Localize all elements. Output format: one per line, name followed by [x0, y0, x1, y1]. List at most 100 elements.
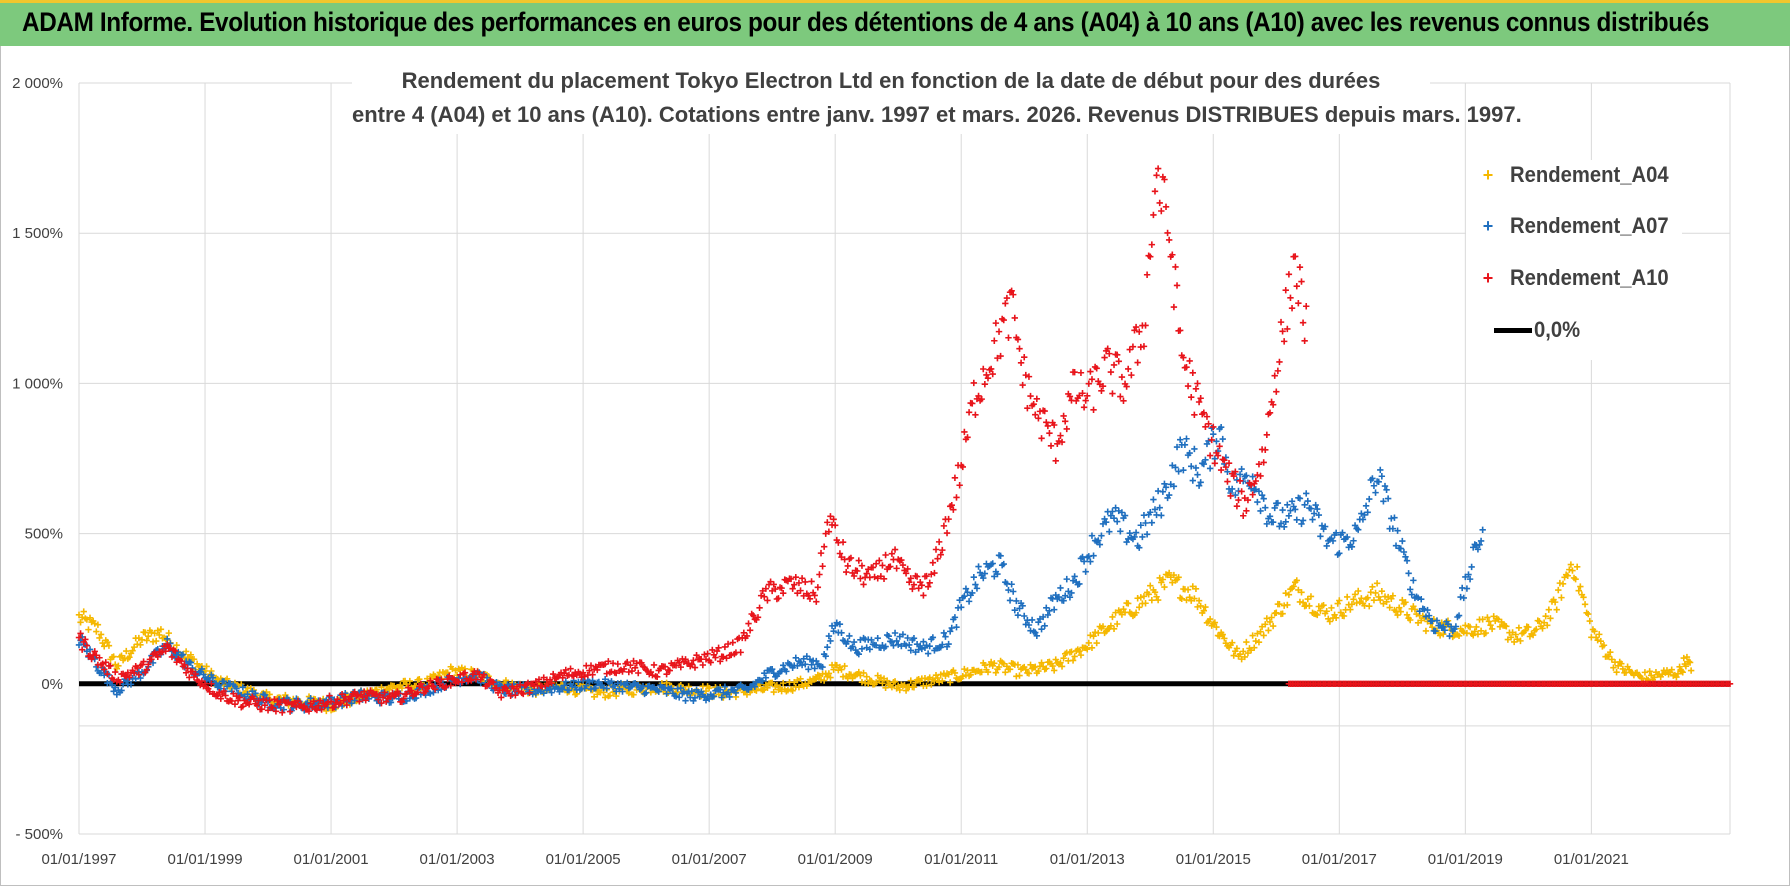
data-point — [1217, 466, 1225, 474]
data-point — [1063, 425, 1070, 433]
data-point — [1224, 478, 1231, 485]
data-point — [1087, 632, 1094, 639]
data-point — [1452, 623, 1460, 630]
data-point — [1269, 622, 1277, 630]
data-point — [983, 371, 990, 379]
data-point — [587, 662, 595, 669]
data-point — [1014, 661, 1022, 669]
data-point — [145, 661, 152, 668]
data-point — [1131, 327, 1138, 334]
data-point — [1646, 668, 1653, 675]
data-point — [1118, 373, 1126, 381]
data-point — [1019, 381, 1026, 389]
data-point — [1522, 627, 1529, 634]
data-point — [1542, 612, 1549, 620]
data-point — [975, 392, 982, 400]
data-point — [419, 684, 426, 691]
data-point — [562, 666, 569, 674]
data-point — [920, 638, 927, 645]
data-point — [184, 665, 191, 672]
data-point — [80, 608, 87, 615]
data-point — [630, 691, 637, 698]
data-point — [1132, 609, 1140, 616]
data-point — [855, 668, 863, 676]
data-point — [876, 557, 883, 564]
data-point — [1106, 350, 1113, 357]
data-point — [1206, 452, 1214, 459]
data-point — [1010, 588, 1017, 595]
data-point — [130, 669, 138, 677]
data-point — [548, 689, 555, 696]
data-point — [143, 637, 150, 644]
data-point — [1559, 580, 1567, 588]
data-point — [676, 694, 683, 701]
data-point — [1276, 358, 1283, 366]
data-point — [820, 677, 828, 684]
data-point — [1370, 482, 1378, 489]
data-point — [1041, 622, 1048, 629]
data-point — [1544, 622, 1551, 629]
data-point — [991, 337, 998, 344]
data-point — [568, 683, 576, 690]
data-point — [1323, 542, 1330, 550]
data-point — [1093, 639, 1100, 647]
data-point — [1038, 626, 1045, 633]
data-point — [1140, 343, 1148, 350]
data-point — [1572, 575, 1579, 583]
data-point — [1457, 593, 1464, 601]
data-point — [1517, 637, 1524, 645]
legend-item-a07: + Rendement_A07 — [1466, 211, 1682, 241]
chart-title: Rendement du placement Tokyo Electron Lt… — [352, 64, 1522, 134]
data-point — [902, 687, 910, 694]
data-point — [1566, 566, 1573, 573]
data-point — [498, 694, 505, 701]
data-point — [1394, 527, 1401, 534]
data-point — [1005, 586, 1012, 594]
data-point — [324, 699, 332, 706]
data-point — [156, 631, 163, 639]
data-point — [1233, 502, 1241, 510]
data-point — [948, 501, 955, 509]
data-point — [559, 674, 566, 681]
data-point — [217, 695, 224, 702]
data-point — [1147, 509, 1154, 516]
data-point — [1052, 457, 1059, 465]
data-point — [1249, 473, 1256, 480]
data-point — [923, 572, 930, 580]
data-point — [910, 635, 918, 642]
data-point — [1310, 510, 1318, 517]
data-point — [88, 655, 95, 663]
data-point — [1332, 529, 1340, 536]
data-point — [77, 630, 84, 637]
data-point — [1273, 609, 1280, 616]
data-point — [869, 564, 877, 571]
data-point — [1156, 199, 1163, 207]
data-point — [1221, 456, 1228, 464]
data-point — [1262, 621, 1269, 628]
data-point — [904, 634, 911, 642]
data-point — [764, 597, 771, 604]
data-point — [1533, 626, 1540, 633]
data-point — [1022, 666, 1029, 673]
data-point — [811, 592, 818, 599]
data-point — [838, 666, 845, 673]
data-point — [1366, 602, 1373, 610]
data-point — [887, 563, 894, 570]
data-point — [1301, 337, 1308, 345]
data-point — [635, 669, 642, 677]
data-point — [701, 651, 708, 658]
data-point — [1613, 668, 1620, 676]
data-point — [1142, 322, 1149, 329]
data-point — [427, 690, 434, 697]
data-point — [995, 663, 1003, 671]
data-point — [1507, 634, 1515, 641]
data-point — [1265, 627, 1272, 634]
data-point — [260, 696, 267, 703]
data-point — [1252, 637, 1260, 645]
data-point — [1090, 406, 1097, 413]
data-point — [442, 683, 450, 690]
data-point — [718, 694, 725, 701]
data-point — [1243, 638, 1250, 646]
data-point — [827, 674, 834, 681]
series-rendement-a07 — [75, 423, 1486, 714]
